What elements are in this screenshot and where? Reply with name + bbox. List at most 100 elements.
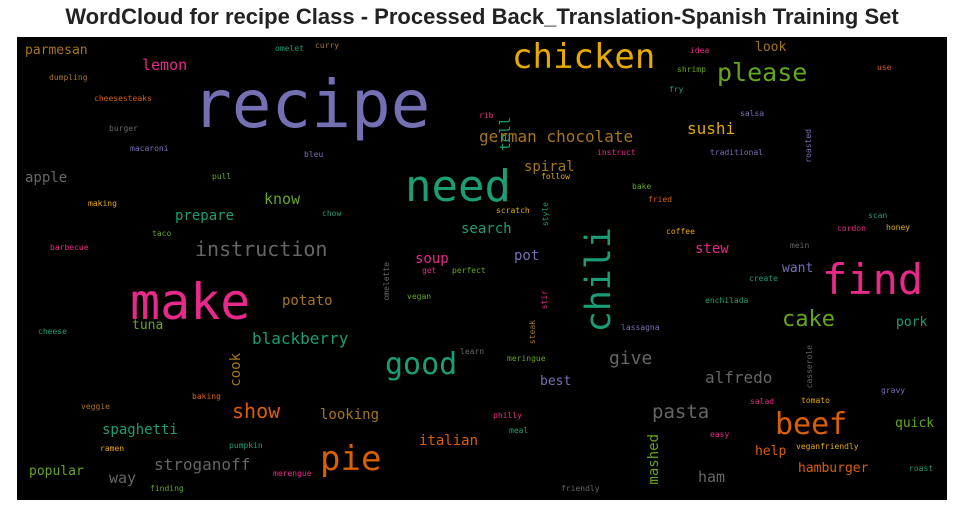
word-create: create [749, 274, 778, 283]
word-instruct: instruct [597, 148, 636, 157]
word-barbecue: barbecue [50, 243, 89, 252]
word-style: style [541, 202, 550, 227]
word-bleu: bleu [304, 150, 324, 159]
word-soup: soup [415, 251, 449, 267]
word-mein: mein [790, 241, 810, 250]
word-cheese: cheese [38, 327, 67, 336]
word-chicken: chicken [512, 37, 656, 77]
word-hamburger: hamburger [798, 461, 869, 476]
word-bake: bake [632, 182, 652, 191]
word-meringue: meringue [507, 354, 546, 363]
word-italian: italian [419, 433, 479, 449]
word-friendly: friendly [561, 484, 600, 493]
word-salsa: salsa [740, 109, 765, 118]
word-stew: stew [695, 241, 729, 257]
word-roasted: roasted [804, 129, 813, 163]
word-macaroni: macaroni [130, 144, 169, 153]
word-salad: salad [750, 397, 775, 406]
word-apple: apple [25, 170, 68, 186]
word-look: look [755, 40, 787, 55]
word-follow: follow [541, 172, 570, 181]
word-baking: baking [192, 392, 221, 401]
word-get: get [422, 266, 437, 275]
word-pumpkin: pumpkin [229, 441, 263, 450]
word-quick: quick [895, 416, 935, 431]
word-recipe: recipe [192, 66, 431, 143]
word-cook: cook [228, 353, 244, 387]
word-fry: fry [669, 85, 684, 94]
word-coffee: coffee [666, 227, 695, 236]
word-want: want [782, 261, 814, 276]
word-looking: looking [320, 407, 380, 423]
word-spiral: spiral [524, 159, 575, 175]
word-please: please [717, 58, 808, 87]
word-potato: potato [282, 293, 333, 309]
word-make: make [130, 273, 251, 331]
word-need: need [405, 161, 511, 212]
word-find: find [822, 255, 924, 304]
word-omelette: omelette [382, 262, 391, 301]
word-fried: fried [648, 195, 673, 204]
word-way: way [109, 469, 137, 487]
word-cheesesteaks: cheesesteaks [94, 94, 152, 103]
word-casserole: casserole [805, 345, 814, 389]
word-tuna: tuna [132, 318, 164, 333]
word-philly: philly [493, 411, 522, 420]
word-search: search [461, 221, 512, 237]
word-dumpling: dumpling [49, 73, 88, 82]
word-beef: beef [775, 407, 848, 442]
word-cordon: cordon [837, 224, 866, 233]
word-know: know [264, 190, 301, 208]
word-easy: easy [710, 430, 730, 439]
word-help: help [755, 444, 787, 459]
word-good: good [385, 347, 458, 382]
word-use: use [877, 63, 892, 72]
word-stroganoff: stroganoff [154, 455, 251, 474]
word-traditional: traditional [710, 148, 763, 157]
word-veggie: veggie [81, 402, 110, 411]
word-chili: chili [579, 227, 619, 333]
word-alfredo: alfredo [705, 368, 773, 387]
word-popular: popular [29, 464, 84, 479]
word-sushi: sushi [687, 119, 736, 138]
word-instruction: instruction [195, 237, 328, 261]
word-rib: rib [479, 111, 494, 120]
word-mashed: mashed [646, 434, 662, 485]
wordcloud-canvas: recipe chicken please need make find chili beef… [17, 37, 947, 500]
word-ham: ham [698, 468, 726, 486]
word-parmesan: parmesan [25, 43, 88, 58]
word-meal: meal [509, 426, 529, 435]
word-enchilada: enchilada [705, 296, 749, 305]
word-perfect: perfect [452, 266, 486, 275]
word-best: best [540, 374, 572, 389]
word-give: give [609, 348, 653, 369]
word-pull: pull [212, 172, 232, 181]
word-chow: chow [322, 209, 342, 218]
word-stir: stir [540, 290, 549, 310]
word-ramen: ramen [100, 444, 125, 453]
word-pot: pot [514, 248, 540, 264]
word-gravy: gravy [881, 386, 906, 395]
word-prepare: prepare [175, 208, 235, 224]
word-show: show [232, 399, 281, 423]
word-tomato: tomato [801, 396, 830, 405]
word-honey: honey [886, 223, 911, 232]
word-lassagna: lassagna [621, 323, 660, 332]
word-cake: cake [782, 307, 835, 332]
word-pork: pork [896, 315, 928, 330]
word-idea: idea [690, 46, 710, 55]
chart-title: WordCloud for recipe Class - Processed B… [65, 4, 899, 29]
word-learn: learn [460, 347, 485, 356]
word-lemon: lemon [142, 56, 188, 74]
word-omelet: omelet [275, 44, 304, 53]
word-shrimp: shrimp [677, 65, 706, 74]
word-tell: tell [498, 117, 514, 151]
word-curry: curry [315, 41, 340, 50]
word-german-chocolate: german chocolate [479, 127, 634, 146]
word-spaghetti: spaghetti [102, 422, 178, 438]
word-burger: burger [109, 124, 138, 133]
word-steak: steak [528, 320, 537, 345]
word-taco: taco [152, 229, 172, 238]
word-veganfriendly: veganfriendly [796, 442, 859, 451]
word-scratch: scratch [496, 206, 530, 215]
